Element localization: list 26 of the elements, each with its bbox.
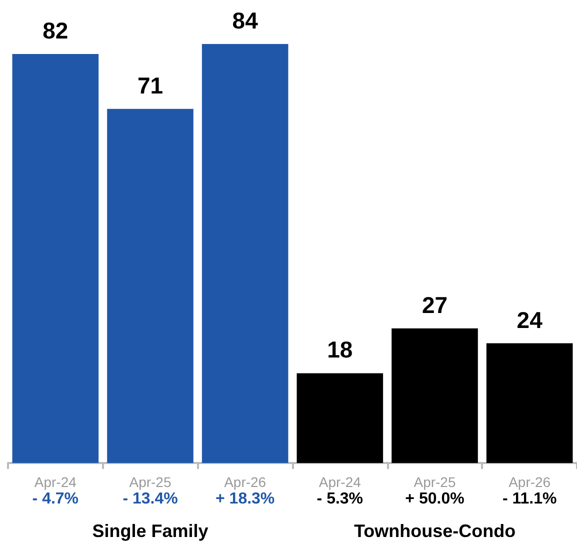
- text: - 13.4%: [122, 490, 178, 508]
- bar: [486, 343, 573, 463]
- text: - 5.3%: [316, 490, 364, 508]
- data-label: 18: [327, 336, 353, 363]
- x-tick-label: Apr-24: [34, 474, 77, 490]
- bar: [202, 44, 288, 463]
- x-tick-label: Apr-25: [129, 474, 172, 490]
- data-label: 82: [42, 17, 68, 44]
- x-tick-label: Apr-25: [414, 474, 456, 490]
- bar: [296, 373, 384, 463]
- bar: [392, 328, 478, 463]
- text: Single Family: [92, 521, 208, 541]
- text: Townhouse-Condo: [354, 521, 516, 541]
- data-label: 84: [232, 8, 258, 34]
- text: + 50.0%: [405, 490, 464, 508]
- text: - 11.1%: [502, 490, 557, 508]
- bar: [107, 108, 194, 463]
- data-label: 27: [422, 292, 448, 318]
- text: + 18.3%: [216, 490, 275, 508]
- data-label: 24: [516, 306, 543, 333]
- x-tick-label: Apr-26: [224, 474, 266, 490]
- x-tick-label: Apr-24: [318, 474, 362, 490]
- x-tick-label: Apr-26: [508, 474, 551, 490]
- bar: [12, 54, 99, 463]
- data-label: 71: [137, 72, 164, 98]
- text: - 4.7%: [32, 490, 79, 508]
